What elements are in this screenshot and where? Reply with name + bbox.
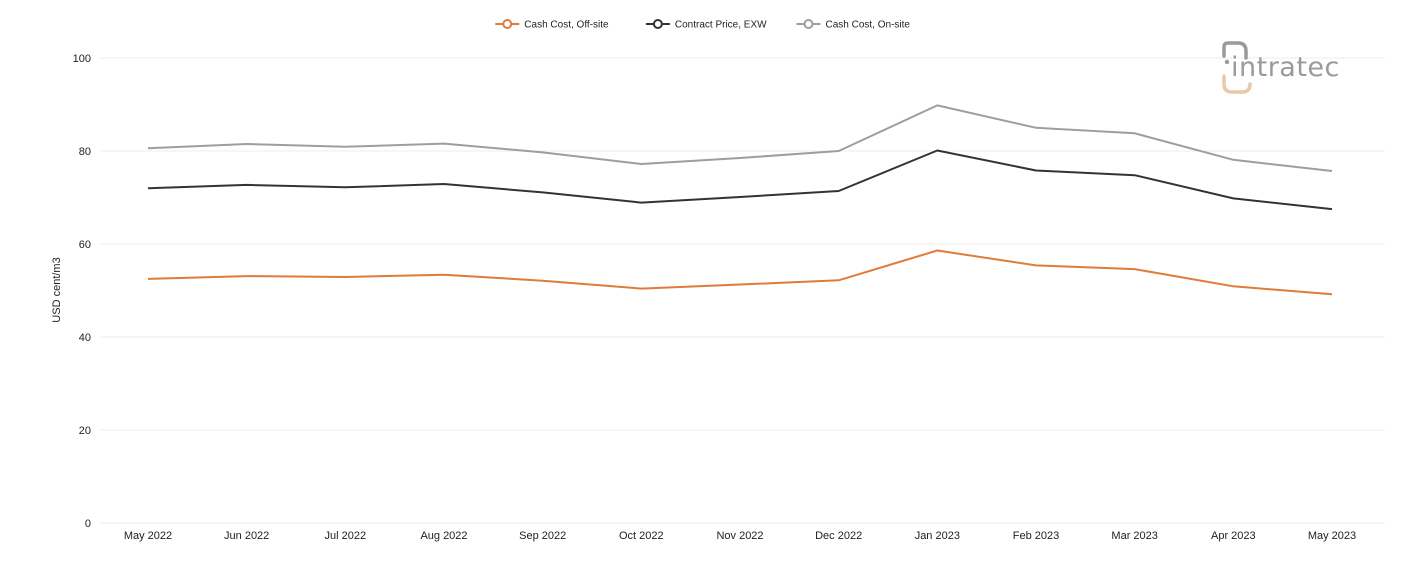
x-tick-label: Dec 2022 [815,530,862,542]
x-axis-ticks: May 2022 Jun 2022 Jul 2022 Aug 2022 Sep 2022… [124,530,1356,542]
y-axis-ticks: 0 20 40 60 80 100 [73,53,91,530]
legend-label: Cash Cost, Off-site [524,20,609,31]
x-tick-label: Jan 2023 [915,530,960,542]
series-2 [147,104,1333,172]
legend-marker-icon [803,19,814,29]
series-line [147,249,1333,296]
legend-item[interactable]: Cash Cost, On-site [796,19,911,31]
series-lines [147,104,1333,296]
y-tick-label: 40 [79,332,91,344]
logo-mark-top-icon [1222,41,1248,60]
y-tick-label: 0 [85,518,91,530]
legend-label: Cash Cost, On-site [826,20,911,31]
x-tick-label: Aug 2022 [420,530,467,542]
series-line [147,149,1333,211]
gridlines [100,57,1385,524]
legend-marker-icon [652,19,663,29]
logo-mark-bottom-icon [1222,74,1252,94]
x-tick-label: Sep 2022 [519,530,566,542]
x-tick-label: Jul 2022 [325,530,367,542]
x-tick-label: Jun 2022 [224,530,269,542]
logo-dot-icon [1224,59,1230,65]
y-tick-label: 80 [79,146,91,158]
x-tick-label: Apr 2023 [1211,530,1256,542]
x-tick-label: May 2023 [1308,530,1356,542]
x-tick-label: Nov 2022 [716,530,763,542]
y-axis-title: USD cent/m3 [51,257,63,322]
series-1 [147,149,1333,211]
series-line [147,104,1333,172]
legend-item[interactable]: Contract Price, EXW [645,19,767,31]
series-0 [147,249,1333,296]
legend[interactable]: Cash Cost, Off-site Contract Price, EXW Ca… [495,19,911,31]
legend-marker-icon [502,19,513,29]
y-tick-label: 20 [79,425,91,437]
legend-item[interactable]: Cash Cost, Off-site [495,19,609,31]
x-tick-label: Oct 2022 [619,530,664,542]
x-tick-label: Mar 2023 [1111,530,1157,542]
brand-wordmark: intratec [1231,52,1340,83]
x-tick-label: May 2022 [124,530,172,542]
x-tick-label: Feb 2023 [1013,530,1059,542]
y-tick-label: 60 [79,239,91,251]
legend-label: Contract Price, EXW [675,20,767,31]
y-tick-label: 100 [73,53,91,65]
brand-logo: intratec [1222,41,1340,94]
